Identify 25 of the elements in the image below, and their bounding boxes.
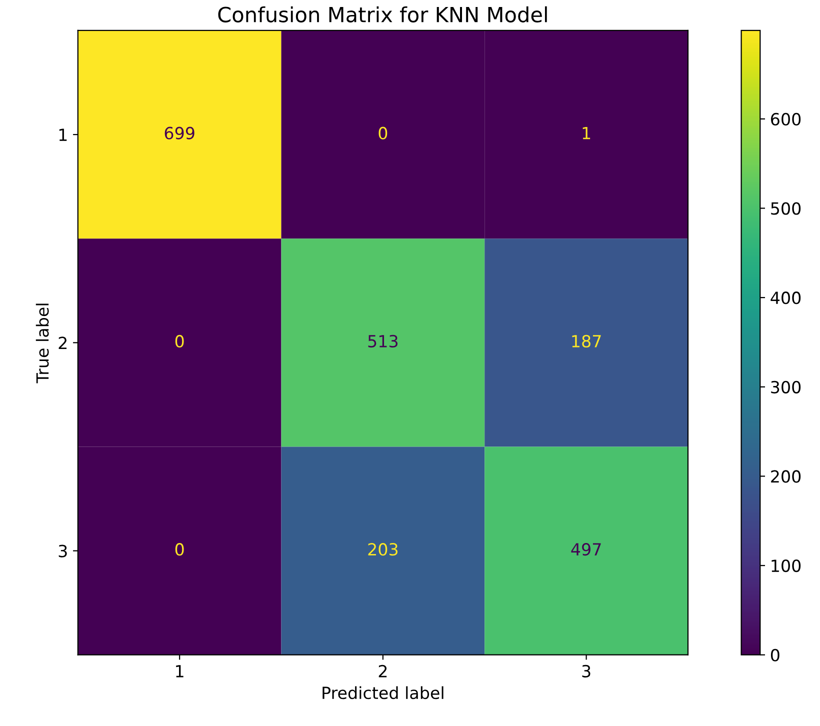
y-tick-label: 3 [58, 544, 67, 558]
color-bar-label: 500 [771, 202, 801, 215]
color-bar-label: 400 [770, 292, 801, 304]
chart-title: Confusion Matrix for KNN Model [218, 6, 547, 22]
color-bar-label: 200 [771, 470, 801, 483]
data-label: 203 [368, 543, 398, 556]
y-tick-label: 1 [59, 128, 67, 141]
data-label: 0 [175, 334, 184, 348]
color-bar-label: 600 [771, 112, 801, 126]
data-label: 0 [175, 543, 184, 556]
data-label: 0 [378, 126, 388, 140]
y-axis-title: True label [36, 304, 49, 384]
data-label: 497 [571, 543, 601, 556]
data-label: 699 [164, 126, 194, 140]
x-tick-label: 3 [582, 664, 590, 678]
color-bar-label: 100 [772, 559, 801, 572]
color-bar-label: 0 [770, 648, 780, 662]
y-tick-label: 2 [58, 336, 67, 350]
x-tick-label: 2 [378, 664, 387, 678]
color-bar-label: 300 [771, 380, 801, 394]
x-axis-title: Predicted label [322, 686, 444, 700]
data-label: 1 [582, 127, 590, 140]
x-tick-label: 1 [176, 665, 184, 678]
data-label: 513 [368, 334, 398, 348]
data-label: 187 [572, 334, 601, 348]
